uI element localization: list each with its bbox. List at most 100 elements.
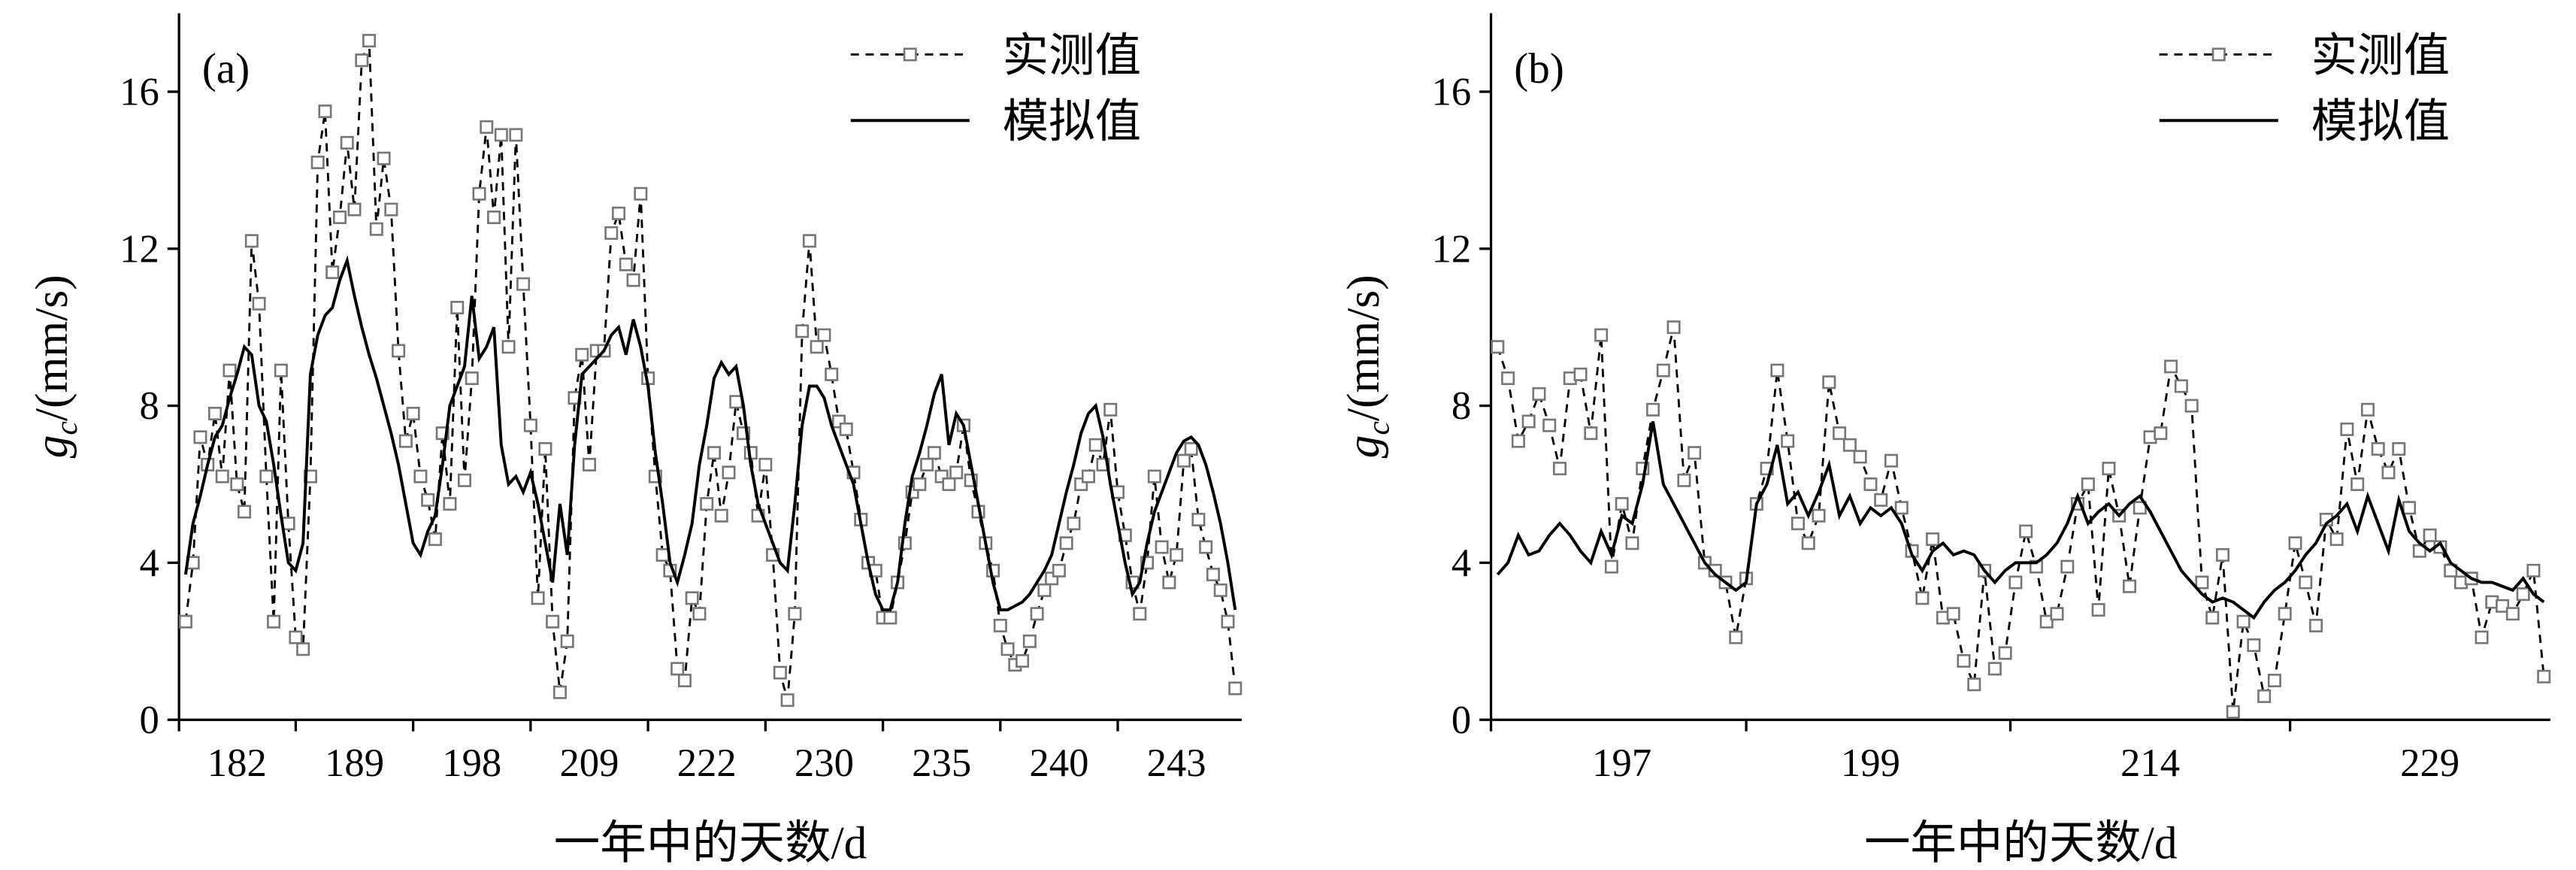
data-marker [1199, 540, 1213, 554]
x-axis-label: 一年中的天数/d [1864, 818, 2178, 869]
x-tick-label: 240 [1029, 741, 1088, 785]
data-marker [1833, 426, 1847, 441]
data-marker [1088, 438, 1103, 452]
data-marker [1688, 446, 1702, 460]
data-marker [523, 418, 537, 432]
data-marker [993, 618, 1007, 632]
y-tick-label: 16 [1432, 71, 1472, 114]
data-marker [575, 347, 589, 362]
data-marker [2091, 603, 2105, 617]
data-marker [2526, 563, 2541, 577]
data-marker [2257, 689, 2272, 703]
data-marker [1926, 532, 1940, 547]
data-marker [692, 607, 707, 621]
y-label-unit: /(mm/s) [1338, 274, 1389, 421]
data-marker [406, 407, 420, 421]
data-marker [722, 465, 736, 480]
data-marker [2309, 618, 2323, 632]
data-marker [546, 614, 560, 629]
data-marker [531, 591, 545, 605]
data-marker [1656, 363, 1670, 377]
y-tick-label: 0 [1451, 699, 1471, 742]
data-marker [244, 234, 259, 248]
data-marker [2516, 587, 2530, 602]
data-marker [443, 497, 457, 511]
data-marker [802, 234, 816, 248]
x-tick-label: 197 [1592, 741, 1651, 785]
data-marker [1594, 328, 1609, 342]
data-marker [516, 277, 531, 291]
data-marker [1998, 646, 2012, 660]
legend-marker [903, 47, 917, 62]
data-marker [1501, 371, 1515, 386]
data-marker [1191, 512, 1206, 526]
data-marker [2381, 465, 2396, 480]
data-marker [1221, 614, 1235, 629]
data-marker [810, 340, 824, 354]
data-marker [2216, 547, 2230, 562]
y-tick-label: 8 [139, 384, 159, 428]
data-marker [1037, 583, 1052, 597]
data-marker [347, 202, 362, 217]
data-marker [1133, 607, 1147, 621]
x-tick-label: 189 [325, 741, 384, 785]
data-marker [421, 493, 435, 507]
data-marker [230, 477, 244, 491]
data-marker [384, 202, 398, 217]
x-tick-label: 199 [1841, 741, 1900, 785]
data-marker [2133, 501, 2147, 515]
data-marker [1625, 536, 1639, 550]
data-marker [2392, 442, 2406, 456]
data-marker [398, 434, 413, 448]
series-line [1496, 326, 2545, 712]
data-marker [2278, 607, 2292, 621]
data-marker [1030, 607, 1044, 621]
data-marker [1103, 402, 1118, 417]
data-marker [274, 363, 288, 377]
data-marker [685, 591, 699, 605]
y-axis-label: gc/(mm/s) [1338, 274, 1396, 458]
data-marker [222, 363, 237, 377]
data-marker [1213, 583, 1227, 597]
data-marker [2340, 422, 2354, 436]
legend-label: 实测值 [1003, 30, 1141, 81]
data-marker [1894, 501, 1909, 515]
data-marker [538, 442, 552, 456]
data-marker [428, 532, 442, 547]
data-marker [670, 662, 685, 676]
y-tick-label: 12 [120, 227, 159, 271]
data-marker [332, 211, 347, 225]
data-marker [494, 128, 508, 142]
data-marker [1184, 442, 1198, 456]
data-marker [2050, 607, 2064, 621]
y-axis-label: gc/(mm/s) [26, 274, 84, 458]
data-marker [1052, 563, 1066, 577]
data-marker [1000, 642, 1015, 656]
data-marker [1228, 681, 1243, 696]
data-marker [369, 222, 383, 236]
data-marker [2505, 607, 2520, 621]
data-marker [2402, 501, 2417, 515]
data-marker [509, 128, 523, 142]
data-marker [193, 430, 207, 444]
data-marker [480, 120, 494, 134]
x-tick-label: 182 [207, 741, 267, 785]
data-marker [2329, 532, 2344, 547]
data-marker [1147, 469, 1161, 484]
data-marker [707, 446, 721, 460]
data-marker [795, 324, 810, 338]
legend-label: 模拟值 [2311, 96, 2450, 147]
data-marker [252, 296, 266, 311]
data-marker [1646, 402, 1660, 417]
data-marker [913, 477, 927, 491]
data-marker [259, 469, 274, 484]
data-marker [296, 642, 310, 656]
data-marker [238, 505, 252, 519]
data-marker [700, 497, 714, 511]
data-marker [1987, 662, 2002, 676]
data-marker [773, 665, 787, 680]
data-marker [377, 151, 391, 165]
x-axis-label: 一年中的天数/d [554, 818, 867, 869]
data-marker [626, 273, 640, 287]
